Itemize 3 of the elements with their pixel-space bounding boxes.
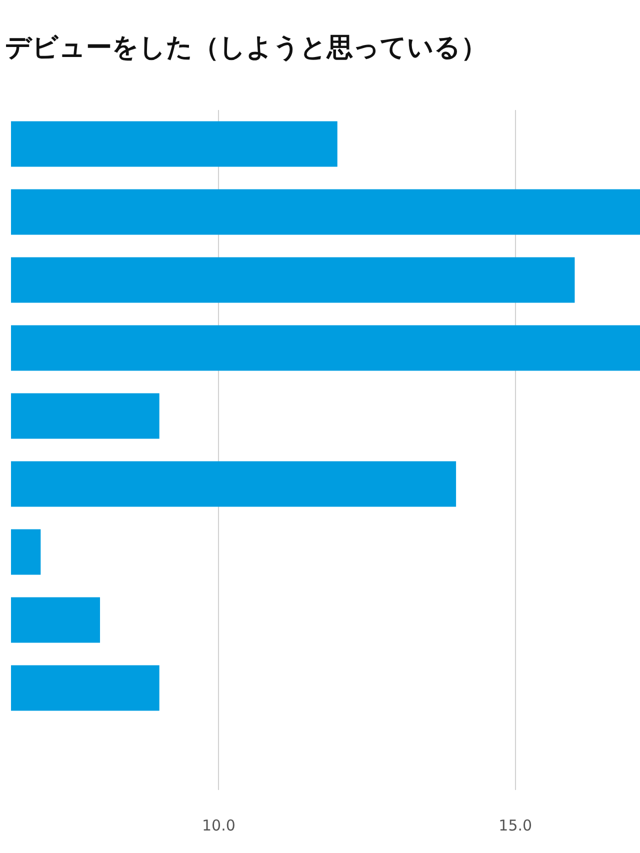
chart-title: デビューをした（しようと思っている） <box>5 33 487 63</box>
x-tick-label: 10.0 <box>202 816 236 834</box>
x-tick-label: 15.0 <box>498 816 532 834</box>
